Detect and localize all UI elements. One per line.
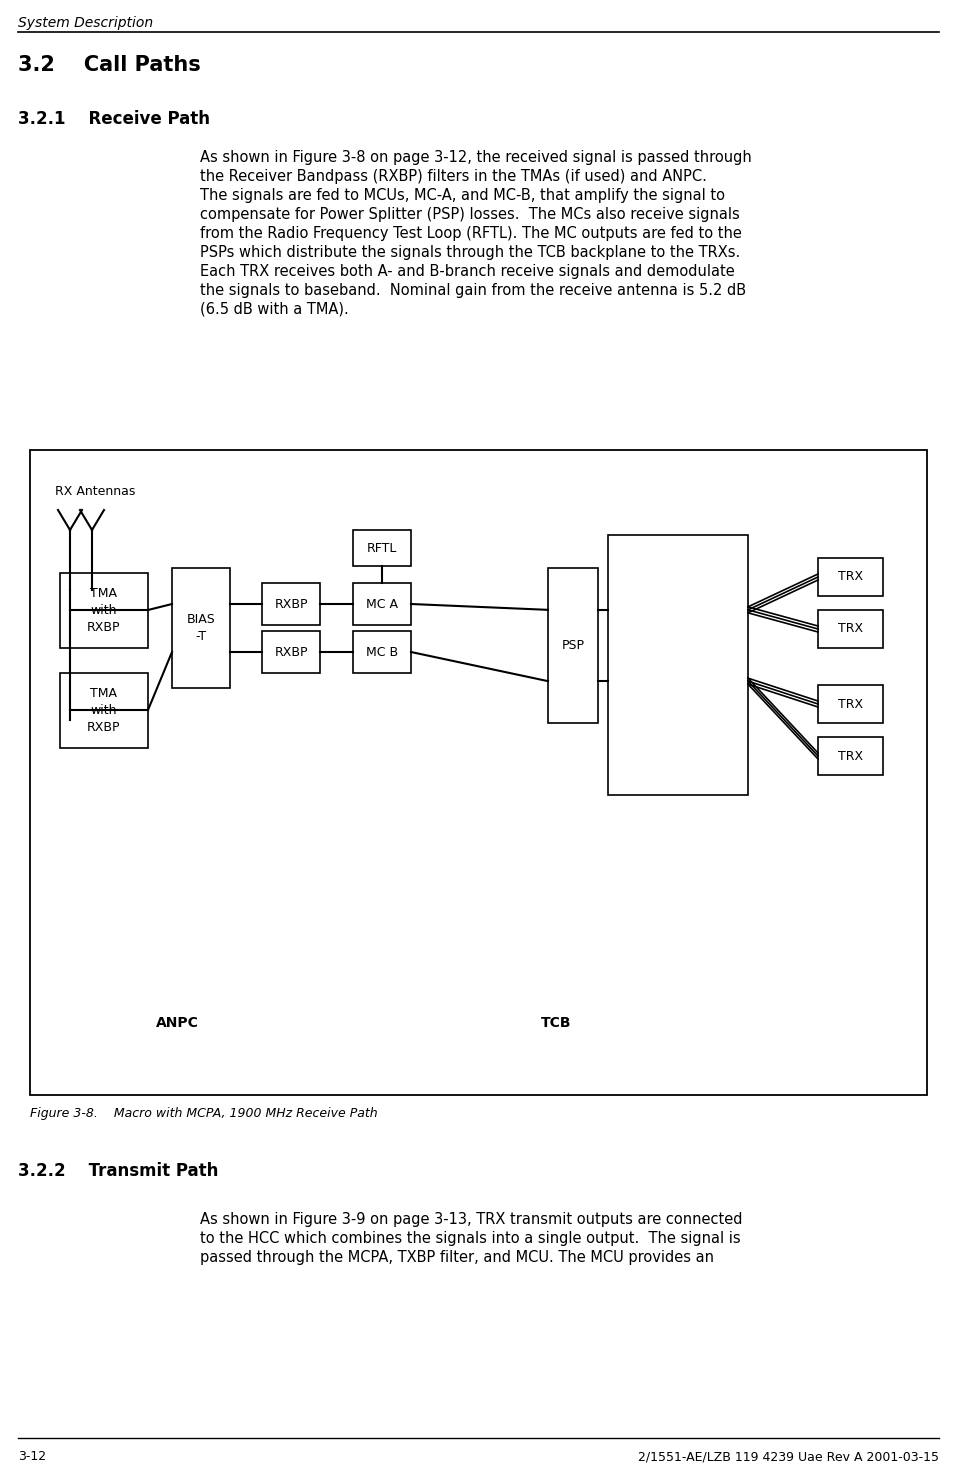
Text: RFTL: RFTL — [367, 541, 397, 554]
Text: 3.2.1    Receive Path: 3.2.1 Receive Path — [18, 110, 210, 128]
Text: TRX: TRX — [838, 698, 863, 711]
Bar — [262, 583, 320, 625]
Text: System Description: System Description — [18, 16, 153, 29]
Bar — [262, 630, 320, 673]
Bar — [353, 583, 411, 625]
Text: the signals to baseband.  Nominal gain from the receive antenna is 5.2 dB: the signals to baseband. Nominal gain fr… — [200, 283, 746, 298]
Text: As shown in Figure 3-9 on page 3-13, TRX transmit outputs are connected: As shown in Figure 3-9 on page 3-13, TRX… — [200, 1212, 743, 1227]
Bar — [353, 531, 411, 566]
Bar — [818, 737, 883, 776]
Text: (6.5 dB with a TMA).: (6.5 dB with a TMA). — [200, 302, 348, 317]
Text: RXBP: RXBP — [275, 645, 308, 658]
Text: RX Antennas: RX Antennas — [55, 485, 135, 498]
Bar — [608, 535, 748, 795]
Text: TRX: TRX — [838, 749, 863, 762]
Text: TCB: TCB — [541, 1016, 571, 1031]
Text: TMA
with
RXBP: TMA with RXBP — [87, 586, 121, 633]
Text: ANPC: ANPC — [156, 1016, 199, 1031]
Bar — [818, 685, 883, 723]
Text: BIAS
-T: BIAS -T — [187, 613, 215, 644]
Text: 3-12: 3-12 — [18, 1450, 46, 1463]
Text: 2/1551-AE/LZB 119 4239 Uae Rev A 2001-03-15: 2/1551-AE/LZB 119 4239 Uae Rev A 2001-03… — [638, 1450, 939, 1463]
Bar — [148, 509, 533, 1038]
Bar — [172, 567, 230, 688]
Text: the Receiver Bandpass (RXBP) filters in the TMAs (if used) and ANPC.: the Receiver Bandpass (RXBP) filters in … — [200, 169, 707, 185]
Bar — [533, 509, 903, 1038]
Bar — [818, 610, 883, 648]
Text: TRX: TRX — [838, 570, 863, 583]
Bar — [818, 559, 883, 597]
Text: passed through the MCPA, TXBP filter, and MCU. The MCU provides an: passed through the MCPA, TXBP filter, an… — [200, 1250, 714, 1265]
Text: RXBP: RXBP — [275, 598, 308, 610]
Text: TMA
with
RXBP: TMA with RXBP — [87, 688, 121, 734]
Text: Each TRX receives both A- and B-branch receive signals and demodulate: Each TRX receives both A- and B-branch r… — [200, 264, 735, 279]
Bar — [60, 673, 148, 748]
Text: As shown in Figure 3-8 on page 3-12, the received signal is passed through: As shown in Figure 3-8 on page 3-12, the… — [200, 150, 752, 166]
Text: 3.2    Call Paths: 3.2 Call Paths — [18, 56, 201, 75]
Text: PSP: PSP — [562, 639, 585, 652]
Text: compensate for Power Splitter (PSP) losses.  The MCs also receive signals: compensate for Power Splitter (PSP) loss… — [200, 207, 740, 221]
Text: MC A: MC A — [366, 598, 398, 610]
Bar — [548, 567, 598, 723]
Text: TRX: TRX — [838, 623, 863, 635]
Text: MC B: MC B — [366, 645, 398, 658]
Bar — [353, 630, 411, 673]
Bar — [30, 450, 927, 1095]
Text: Figure 3-8.    Macro with MCPA, 1900 MHz Receive Path: Figure 3-8. Macro with MCPA, 1900 MHz Re… — [30, 1107, 378, 1120]
Text: 3.2.2    Transmit Path: 3.2.2 Transmit Path — [18, 1163, 218, 1180]
Text: PSPs which distribute the signals through the TCB backplane to the TRXs.: PSPs which distribute the signals throug… — [200, 245, 741, 259]
Text: from the Radio Frequency Test Loop (RFTL). The MC outputs are fed to the: from the Radio Frequency Test Loop (RFTL… — [200, 226, 742, 240]
Bar — [60, 573, 148, 648]
Text: The signals are fed to MCUs, MC-A, and MC-B, that amplify the signal to: The signals are fed to MCUs, MC-A, and M… — [200, 188, 725, 202]
Text: to the HCC which combines the signals into a single output.  The signal is: to the HCC which combines the signals in… — [200, 1231, 741, 1246]
